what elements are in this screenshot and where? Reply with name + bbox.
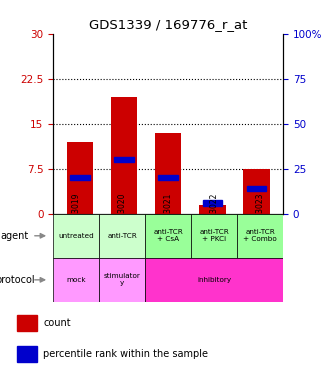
Bar [199,205,226,214]
Text: untreated: untreated [58,233,94,239]
Bar [243,169,270,214]
FancyBboxPatch shape [145,214,191,258]
Text: inhibitory: inhibitory [197,277,231,283]
Text: anti-TCR: anti-TCR [107,233,137,239]
Bar [114,157,134,162]
FancyBboxPatch shape [53,214,99,258]
Text: GSM43019: GSM43019 [72,193,81,234]
Bar [159,175,178,180]
Text: GSM43022: GSM43022 [209,193,219,234]
Bar [67,142,93,214]
Bar [111,97,137,214]
Text: percentile rank within the sample: percentile rank within the sample [43,349,208,359]
Bar [155,133,181,214]
Title: GDS1339 / 169776_r_at: GDS1339 / 169776_r_at [89,18,247,31]
Text: anti-TCR
+ PKCi: anti-TCR + PKCi [199,229,229,242]
Bar [203,200,222,206]
Bar [247,186,266,191]
Text: anti-TCR
+ CsA: anti-TCR + CsA [153,229,183,242]
Text: count: count [43,318,71,328]
Text: agent: agent [1,231,29,241]
Bar [17,346,37,362]
Text: protocol: protocol [0,275,35,285]
FancyBboxPatch shape [237,214,283,258]
Text: GSM43020: GSM43020 [118,193,127,234]
Text: GSM43023: GSM43023 [255,193,265,234]
FancyBboxPatch shape [145,258,283,302]
FancyBboxPatch shape [191,214,237,258]
Text: GSM43021: GSM43021 [164,193,173,234]
Text: anti-TCR
+ Combo: anti-TCR + Combo [243,229,277,242]
Bar [17,315,37,331]
FancyBboxPatch shape [99,214,145,258]
Bar [70,175,90,180]
Text: mock: mock [67,277,86,283]
FancyBboxPatch shape [99,258,145,302]
FancyBboxPatch shape [53,258,99,302]
Text: stimulator
y: stimulator y [104,273,141,286]
